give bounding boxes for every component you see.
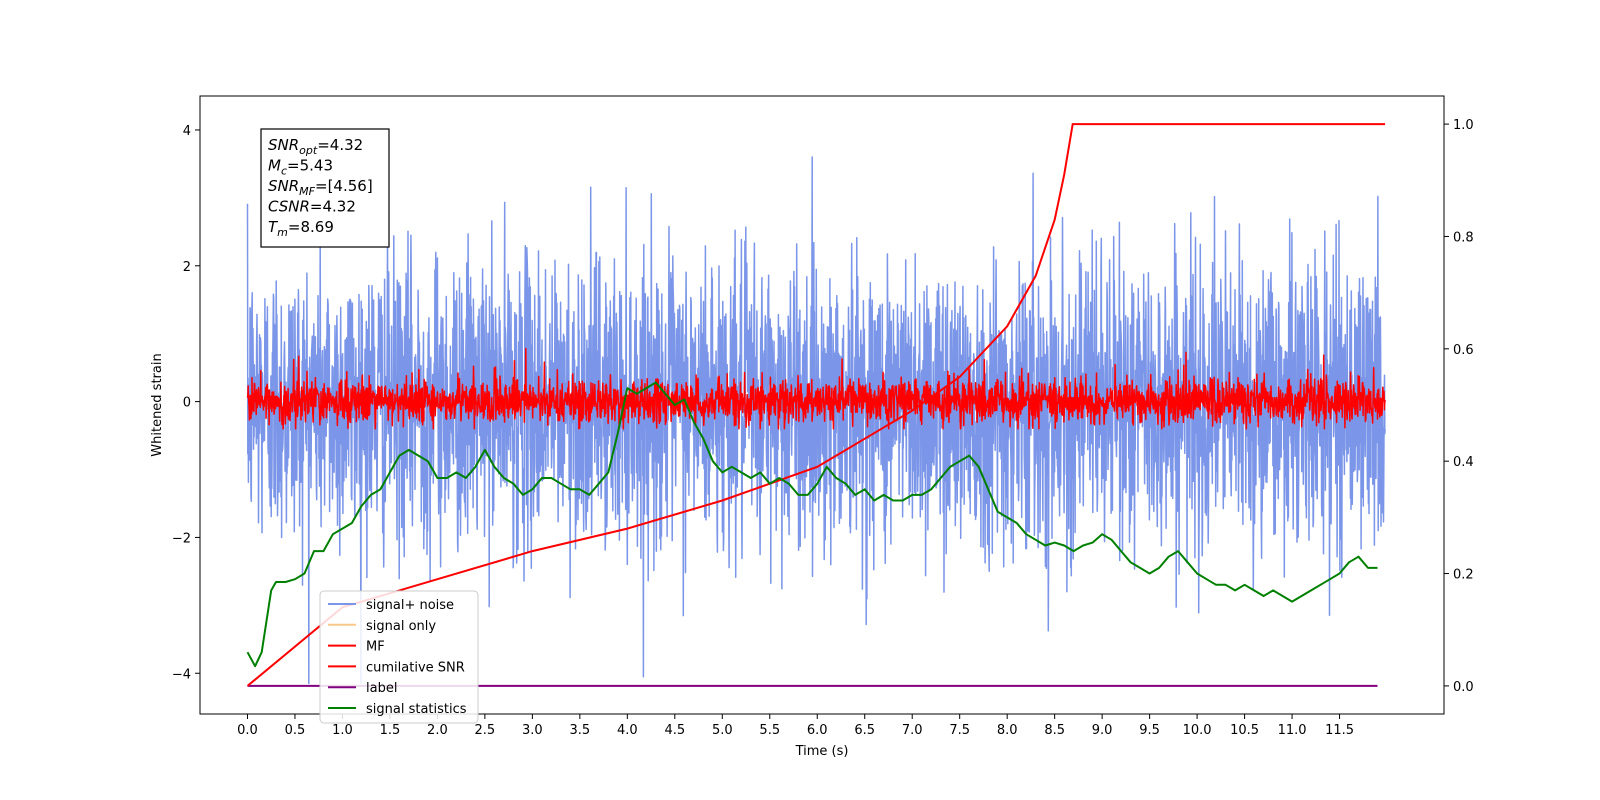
y-tick-label: 2 xyxy=(183,260,191,275)
x-tick-label: 8.5 xyxy=(1044,723,1065,738)
y2-tick-label: 0.8 xyxy=(1453,230,1474,245)
plot-frame xyxy=(199,95,1445,715)
x-axis: 0.0 0.5 1.0 1.5 2.0 2.5 3.0 3.5 4.0 4.5 5.0 5.5 6.0 6… xyxy=(237,714,1354,738)
x-tick-label: 11.0 xyxy=(1278,723,1307,738)
x-tick-label: 1.5 xyxy=(380,723,401,738)
x-tick-label: 0.5 xyxy=(285,723,306,738)
x-tick-label: 10.0 xyxy=(1183,723,1212,738)
y2-tick-label: 0.4 xyxy=(1453,455,1474,470)
x-tick-label: 4.5 xyxy=(664,723,685,738)
y-tick-label: −4 xyxy=(172,667,191,682)
x-tick-label: 7.5 xyxy=(949,723,970,738)
annotation-line: SNRMF=[4.56] xyxy=(268,177,373,198)
y-tick-label: −2 xyxy=(172,531,191,546)
signal-statistics-line xyxy=(246,381,1378,668)
x-tick-label: 0.0 xyxy=(237,723,258,738)
legend-label: signal only xyxy=(366,619,436,634)
y-axis-label: Whitened strain xyxy=(150,353,165,456)
y2-tick-label: 0.0 xyxy=(1453,680,1474,695)
y-axis-left: 4 2 0 −2 −4 xyxy=(172,124,200,682)
legend-label: label xyxy=(366,681,397,696)
x-tick-label: 4.0 xyxy=(617,723,638,738)
legend: signal+ noise signal only MF cumilative SNR… xyxy=(319,590,479,724)
annotation-frame xyxy=(260,128,390,248)
annotation-line: CSNR=4.32 xyxy=(268,198,356,216)
x-tick-label: 1.0 xyxy=(332,723,353,738)
x-tick-label: 10.5 xyxy=(1230,723,1259,738)
legend-label: MF xyxy=(366,640,385,655)
x-tick-label: 8.0 xyxy=(997,723,1018,738)
legend-label: signal statistics xyxy=(366,702,467,717)
annotation-line: SNRopt=4.32 xyxy=(268,136,363,157)
cumulative-snr-line xyxy=(246,123,1386,687)
y-axis-right: 1.0 0.8 0.6 0.4 0.2 0.0 xyxy=(1444,118,1474,695)
x-tick-label: 5.0 xyxy=(712,723,733,738)
x-tick-label: 3.5 xyxy=(570,723,591,738)
y2-tick-label: 0.2 xyxy=(1453,568,1474,583)
legend-label: cumilative SNR xyxy=(366,660,465,675)
y2-tick-label: 0.6 xyxy=(1453,343,1474,358)
annotation-line: Tm=8.69 xyxy=(268,218,334,239)
x-tick-label: 9.0 xyxy=(1092,723,1113,738)
y-tick-label: 0 xyxy=(183,396,191,411)
x-tick-label: 2.0 xyxy=(427,723,448,738)
annotation-line: Mc=5.43 xyxy=(268,157,333,178)
x-tick-label: 9.5 xyxy=(1139,723,1160,738)
x-tick-label: 5.5 xyxy=(759,723,780,738)
legend-label: signal+ noise xyxy=(366,598,454,613)
x-tick-label: 2.5 xyxy=(475,723,496,738)
y2-tick-label: 1.0 xyxy=(1453,118,1474,133)
x-tick-label: 6.5 xyxy=(854,723,875,738)
mf-line xyxy=(246,347,1386,430)
x-tick-label: 6.0 xyxy=(807,723,828,738)
legend-frame xyxy=(319,590,479,724)
x-tick-label: 11.5 xyxy=(1325,723,1354,738)
x-tick-label: 3.0 xyxy=(522,723,543,738)
x-tick-label: 7.0 xyxy=(902,723,923,738)
y-tick-label: 4 xyxy=(183,124,191,139)
signal-noise-line xyxy=(246,156,1386,685)
x-axis-label: Time (s) xyxy=(795,744,849,759)
